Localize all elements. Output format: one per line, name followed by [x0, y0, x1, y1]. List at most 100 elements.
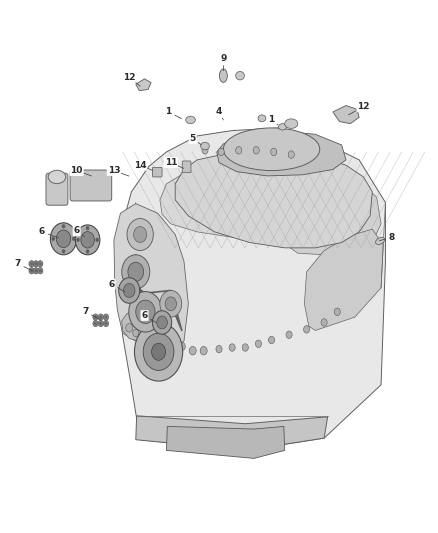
Circle shape — [33, 268, 39, 274]
Polygon shape — [263, 168, 381, 256]
Circle shape — [30, 262, 33, 265]
Circle shape — [160, 290, 182, 317]
Polygon shape — [136, 79, 151, 91]
Polygon shape — [333, 106, 359, 124]
Circle shape — [268, 336, 275, 344]
Circle shape — [33, 261, 39, 267]
Circle shape — [202, 147, 208, 154]
Circle shape — [62, 224, 65, 229]
Ellipse shape — [201, 142, 209, 150]
Circle shape — [62, 249, 65, 253]
Circle shape — [94, 322, 97, 325]
Circle shape — [86, 249, 89, 254]
Circle shape — [99, 322, 102, 325]
Circle shape — [122, 255, 150, 289]
Circle shape — [76, 238, 80, 242]
Circle shape — [98, 314, 103, 320]
Circle shape — [139, 332, 145, 340]
Circle shape — [136, 300, 155, 324]
Text: 7: 7 — [14, 260, 21, 268]
Circle shape — [30, 269, 33, 272]
Circle shape — [105, 322, 107, 325]
Circle shape — [39, 269, 42, 272]
Ellipse shape — [186, 116, 195, 124]
Text: 1: 1 — [268, 116, 275, 124]
Polygon shape — [304, 229, 383, 330]
Circle shape — [157, 316, 167, 329]
Circle shape — [143, 333, 174, 370]
Polygon shape — [136, 416, 328, 450]
Circle shape — [105, 316, 107, 319]
Circle shape — [72, 237, 75, 241]
Polygon shape — [114, 204, 188, 352]
Circle shape — [286, 331, 292, 338]
Text: 10: 10 — [71, 166, 83, 175]
Circle shape — [216, 345, 222, 353]
Circle shape — [124, 284, 135, 297]
Ellipse shape — [219, 69, 227, 83]
Circle shape — [129, 292, 162, 332]
Circle shape — [271, 148, 277, 156]
Circle shape — [218, 148, 224, 156]
Text: 12: 12 — [123, 73, 135, 82]
Text: 6: 6 — [141, 311, 148, 320]
Circle shape — [50, 223, 77, 255]
Circle shape — [29, 261, 34, 267]
Circle shape — [178, 342, 185, 351]
Circle shape — [321, 319, 327, 326]
Text: 5: 5 — [190, 134, 196, 143]
Text: 9: 9 — [220, 54, 226, 63]
Text: 1: 1 — [166, 108, 172, 116]
Circle shape — [98, 320, 103, 327]
Circle shape — [95, 238, 99, 242]
Polygon shape — [175, 149, 372, 248]
Circle shape — [29, 268, 34, 274]
Circle shape — [288, 151, 294, 158]
Circle shape — [229, 344, 235, 351]
Text: 6: 6 — [74, 227, 80, 235]
Ellipse shape — [279, 124, 286, 130]
Text: 12: 12 — [357, 102, 370, 111]
Text: 11: 11 — [165, 158, 177, 167]
Circle shape — [133, 329, 139, 337]
Text: 4: 4 — [216, 108, 222, 116]
Circle shape — [189, 346, 196, 355]
Circle shape — [253, 147, 259, 154]
Circle shape — [236, 147, 242, 154]
Ellipse shape — [375, 237, 385, 245]
Circle shape — [200, 346, 207, 355]
Circle shape — [103, 314, 109, 320]
Circle shape — [128, 262, 144, 281]
Circle shape — [56, 230, 71, 247]
Circle shape — [134, 227, 147, 243]
Ellipse shape — [236, 71, 244, 80]
Ellipse shape — [223, 128, 320, 171]
Circle shape — [334, 308, 340, 316]
Circle shape — [38, 268, 43, 274]
FancyBboxPatch shape — [182, 161, 191, 173]
Circle shape — [81, 232, 94, 248]
Text: 13: 13 — [108, 166, 120, 175]
Circle shape — [93, 320, 98, 327]
Text: 14: 14 — [134, 161, 146, 169]
Circle shape — [103, 320, 109, 327]
FancyBboxPatch shape — [46, 173, 68, 205]
FancyBboxPatch shape — [70, 170, 112, 201]
Circle shape — [242, 344, 248, 351]
Ellipse shape — [258, 115, 266, 122]
Polygon shape — [122, 310, 149, 342]
Circle shape — [126, 324, 133, 332]
Polygon shape — [118, 128, 385, 450]
Circle shape — [119, 278, 140, 303]
Ellipse shape — [285, 119, 298, 128]
Text: 6: 6 — [39, 228, 45, 236]
Text: 6: 6 — [109, 280, 115, 288]
Circle shape — [99, 316, 102, 319]
Circle shape — [304, 326, 310, 333]
Ellipse shape — [48, 170, 66, 183]
Circle shape — [35, 262, 37, 265]
Circle shape — [165, 297, 177, 311]
Circle shape — [86, 226, 89, 230]
FancyBboxPatch shape — [152, 167, 162, 177]
Circle shape — [52, 237, 55, 241]
